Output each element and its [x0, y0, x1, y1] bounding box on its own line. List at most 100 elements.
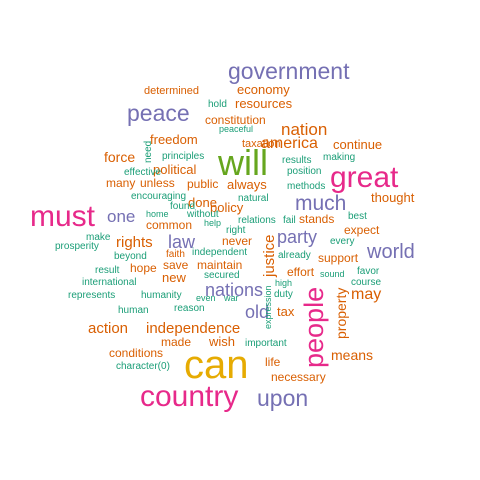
word-high: high	[275, 278, 292, 288]
word-expression: expression	[263, 285, 273, 329]
word-methods: methods	[287, 181, 325, 192]
word-faith: faith	[166, 249, 185, 260]
word-represents: represents	[68, 290, 115, 301]
word-effective: effective	[124, 167, 161, 178]
word-course: course	[351, 277, 381, 288]
word-duty: duty	[274, 289, 293, 300]
word-great: great	[330, 161, 399, 194]
word-determined: determined	[144, 85, 199, 97]
word-help: help	[204, 218, 221, 228]
word-peace: peace	[127, 100, 190, 126]
word-right: right	[226, 225, 246, 236]
word-economy: economy	[237, 82, 290, 97]
word-law: law	[168, 232, 196, 252]
word-principles: principles	[162, 151, 204, 162]
word-beyond: beyond	[114, 251, 147, 262]
word-people: people	[299, 287, 329, 368]
word-relations: relations	[238, 215, 276, 226]
word-support: support	[318, 251, 359, 265]
word-character-0: character(0)	[116, 361, 170, 372]
word-making: making	[323, 152, 355, 163]
word-common: common	[146, 218, 192, 232]
word-continue: continue	[333, 137, 382, 152]
word-will: will	[217, 142, 268, 183]
word-make: make	[86, 232, 111, 243]
word-can: can	[184, 343, 249, 387]
word-always: always	[227, 177, 267, 192]
word-prosperity: prosperity	[55, 241, 99, 252]
word-may: may	[351, 286, 381, 303]
word-world: world	[366, 241, 415, 263]
word-upon: upon	[257, 385, 308, 411]
word-necessary: necessary	[271, 370, 326, 384]
word-freedom: freedom	[150, 132, 198, 147]
word-much: much	[295, 192, 346, 215]
word-nations: nations	[205, 280, 263, 300]
word-secured: secured	[204, 270, 240, 281]
word-peaceful: peaceful	[219, 124, 253, 134]
word-thought: thought	[371, 190, 415, 205]
word-position: position	[287, 166, 321, 177]
word-war: war	[223, 293, 239, 303]
word-fail: fail	[283, 215, 296, 226]
word-policy: policy	[210, 200, 244, 215]
word-party: party	[277, 227, 317, 247]
word-government: government	[228, 58, 350, 84]
word-even: even	[196, 293, 216, 303]
word-important: important	[245, 338, 287, 349]
word-hope: hope	[130, 261, 157, 275]
word-effort: effort	[287, 265, 315, 279]
word-property: property	[333, 288, 349, 339]
word-means: means	[331, 347, 373, 363]
word-reason: reason	[174, 303, 205, 314]
word-new: new	[162, 270, 186, 285]
word-favor: favor	[357, 266, 380, 277]
word-conditions: conditions	[109, 346, 163, 360]
word-wish: wish	[208, 334, 235, 349]
word-human: human	[118, 305, 149, 316]
word-humanity: humanity	[141, 290, 182, 301]
word-results: results	[282, 155, 311, 166]
word-life: life	[265, 355, 281, 369]
word-home: home	[146, 209, 169, 219]
word-resources: resources	[235, 96, 293, 111]
word-result: result	[95, 265, 120, 276]
word-rights: rights	[116, 234, 153, 251]
word-one: one	[107, 207, 135, 226]
word-expect: expect	[344, 223, 380, 237]
word-natural: natural	[238, 193, 269, 204]
word-best: best	[348, 211, 367, 222]
word-found: found	[170, 201, 195, 212]
word-must: must	[30, 200, 96, 233]
word-save: save	[163, 258, 189, 272]
word-action: action	[88, 320, 128, 337]
word-encouraging: encouraging	[131, 191, 186, 202]
word-force: force	[104, 149, 135, 165]
word-many: many	[106, 176, 135, 190]
word-every: every	[330, 236, 354, 247]
word-public: public	[187, 177, 218, 191]
word-sound: sound	[320, 269, 345, 279]
word-maintain: maintain	[197, 258, 242, 272]
word-country: country	[140, 380, 238, 413]
word-hold: hold	[208, 99, 227, 110]
word-old: old	[245, 302, 269, 322]
word-made: made	[161, 335, 191, 349]
word-international: international	[82, 277, 136, 288]
word-done: done	[188, 195, 217, 210]
word-never: never	[222, 234, 252, 248]
word-already: already	[278, 250, 311, 261]
word-america: america	[261, 135, 318, 152]
word-independent: independent	[192, 247, 247, 258]
word-unless: unless	[140, 176, 175, 190]
word-independence: independence	[146, 320, 240, 337]
word-nation: nation	[281, 120, 327, 139]
word-taxation: taxation	[242, 138, 281, 150]
word-constitution: constitution	[205, 113, 266, 127]
word-need: need	[143, 141, 154, 163]
word-stands: stands	[299, 212, 334, 226]
word-without: without	[186, 209, 219, 220]
word-tax: tax	[277, 304, 295, 319]
